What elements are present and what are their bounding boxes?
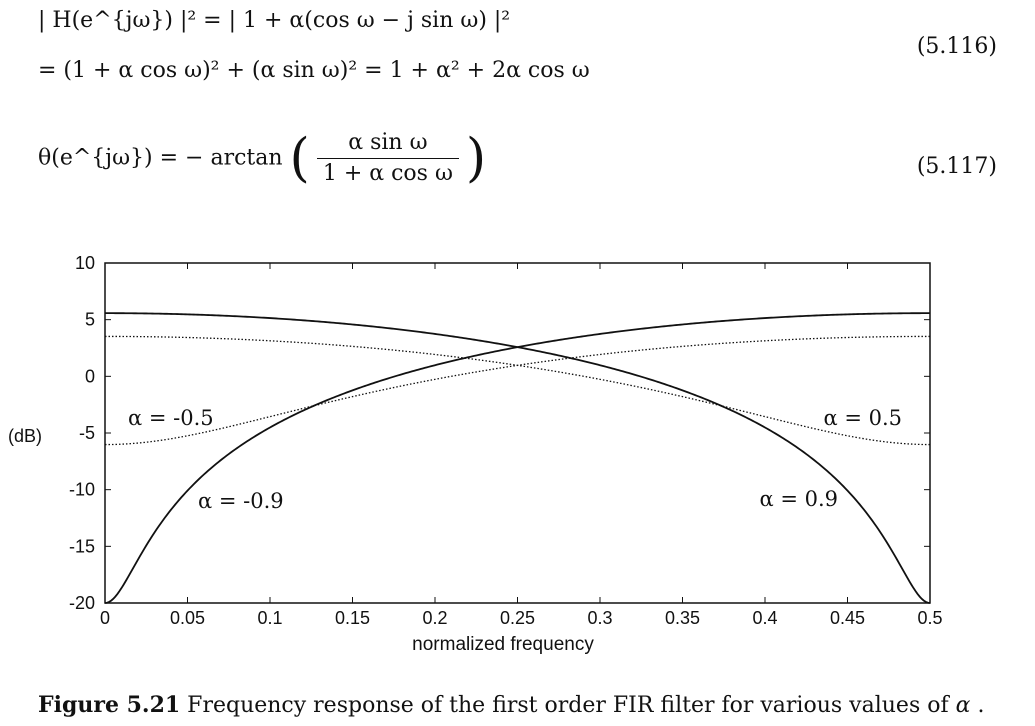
caption-symbol: α [955,693,971,718]
equation-number-5-117: (5.117) [916,154,997,179]
left-paren: ( [289,128,310,189]
figure-caption: Figure 5.21 Frequency response of the fi… [38,692,984,718]
equation-number-5-116: (5.116) [916,34,997,59]
equation-5-117-lhs: θ(e^{jω}) = − arctan [38,145,283,171]
curve-label: α = -0.9 [198,489,284,513]
x-tick-label: 0.2 [422,608,447,628]
y-tick-label: -15 [69,536,95,556]
y-tick-label: -5 [79,423,95,443]
x-tick-label: 0.05 [170,608,205,628]
fraction-denominator: 1 + α cos ω [322,161,453,186]
series-line-alpha-neg0_9 [104,312,930,604]
y-axis-label: (dB) [8,426,42,446]
plot-frame [104,262,931,604]
x-tick-label: 0.15 [335,608,370,628]
curve-label: α = -0.5 [128,406,214,430]
equation-5-116-line1: | H(e^{jω}) |² = | 1 + α(cos ω − j sin ω… [38,8,511,33]
x-tick-label: 0.35 [665,608,700,628]
equation-5-116-line2: = (1 + α cos ω)² + (α sin ω)² = 1 + α² +… [38,58,590,83]
series-line-alpha-neg0_5 [104,335,930,446]
x-tick-label: 0.45 [830,608,865,628]
figure-label: Figure 5.21 [38,692,181,718]
right-paren: ) [465,128,487,189]
curve-label: α = 0.5 [823,406,902,430]
series-line-alpha-0_5 [105,335,931,446]
x-axis-label: normalized frequency [412,634,594,655]
y-tick-label: -10 [69,480,95,500]
x-tick-label: 0.5 [917,608,942,628]
x-tick-label: 0.3 [587,608,612,628]
x-tick-label: 0.25 [500,608,535,628]
y-tick-label: 5 [85,310,95,330]
series-line-alpha-0_9 [105,312,931,604]
y-tick-label: 10 [75,253,95,273]
equation-5-117-fraction: α sin ω 1 + α cos ω [316,132,459,186]
x-tick-label: 0.1 [257,608,282,628]
equation-5-117: θ(e^{jω}) = − arctan ( α sin ω 1 + α cos… [38,132,486,185]
caption-end: . [970,693,985,718]
fraction-numerator: α sin ω [316,132,459,159]
y-tick-label: -20 [69,593,95,613]
x-tick-label: 0 [100,608,110,628]
caption-text: Frequency response of the first order FI… [180,693,956,718]
x-tick-label: 0.4 [752,608,777,628]
frequency-response-chart: 0 0.05 0.1 0.15 0.2 0.25 0.3 0.35 0.4 0.45 0.5 10 5 0… [8,253,943,655]
curve-label: α = 0.9 [759,487,838,511]
y-tick-label: 0 [85,366,95,386]
